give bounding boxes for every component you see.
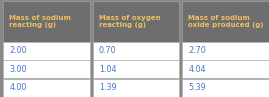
Bar xyxy=(182,60,269,78)
Bar xyxy=(3,1,90,42)
Bar xyxy=(93,1,179,42)
Text: 5.39: 5.39 xyxy=(189,83,206,92)
Bar xyxy=(182,42,269,60)
Text: 4.00: 4.00 xyxy=(9,83,27,92)
Text: Mass of sodium
reacting (g): Mass of sodium reacting (g) xyxy=(9,15,71,28)
Text: 4.04: 4.04 xyxy=(189,65,206,74)
Bar xyxy=(3,79,90,97)
Text: 0.70: 0.70 xyxy=(99,46,116,55)
Text: 2.00: 2.00 xyxy=(9,46,27,55)
Text: 3.00: 3.00 xyxy=(9,65,27,74)
Bar xyxy=(3,42,90,60)
Text: Mass of oxygen
reacting (g): Mass of oxygen reacting (g) xyxy=(99,15,161,28)
Bar xyxy=(93,60,179,78)
Text: 2.70: 2.70 xyxy=(189,46,206,55)
Text: 1.39: 1.39 xyxy=(99,83,116,92)
Bar xyxy=(3,60,90,78)
Bar xyxy=(93,42,179,60)
Bar xyxy=(182,1,269,42)
Text: Mass of sodium
oxide produced (g): Mass of sodium oxide produced (g) xyxy=(189,15,264,28)
Bar xyxy=(93,79,179,97)
Text: 1.04: 1.04 xyxy=(99,65,116,74)
Bar xyxy=(182,79,269,97)
